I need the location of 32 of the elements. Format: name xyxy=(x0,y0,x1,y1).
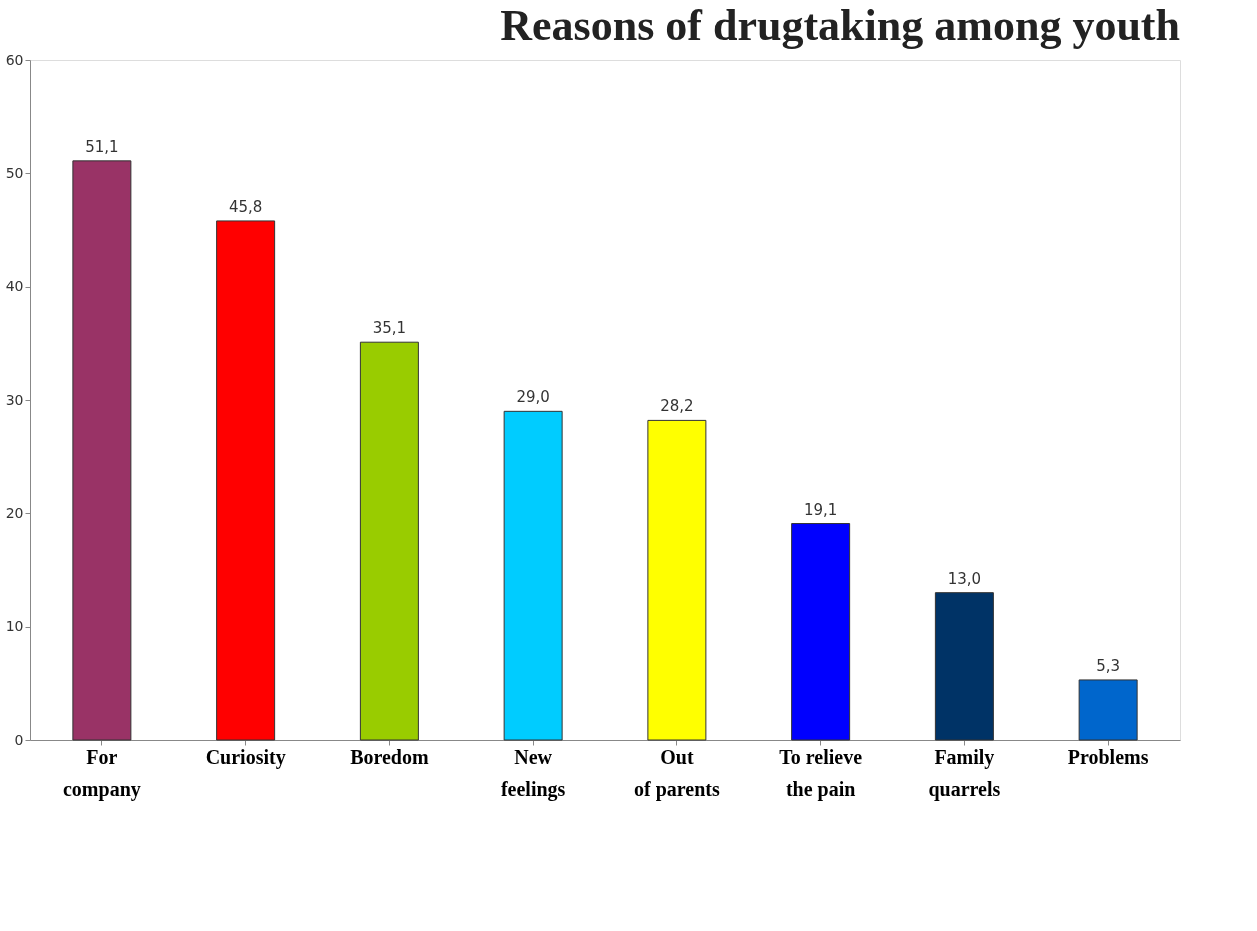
x-tick-label: Family quarrels xyxy=(928,745,1001,801)
data-label: 35,1 xyxy=(372,319,407,338)
x-tick-label: Boredom xyxy=(350,745,429,768)
y-tick-label: 40 xyxy=(5,278,24,295)
x-tick-label: Problems xyxy=(1067,745,1149,768)
data-label: 5,3 xyxy=(1096,656,1121,675)
data-label: 28,2 xyxy=(660,397,694,416)
y-tick-label: 50 xyxy=(5,164,24,181)
y-tick-label: 20 xyxy=(5,504,24,521)
y-tick-label: 0 xyxy=(14,731,24,748)
bar xyxy=(647,419,707,741)
data-label: 51,1 xyxy=(85,137,119,156)
bar xyxy=(791,523,851,741)
x-tick-label: Curiosity xyxy=(205,745,286,769)
data-label: 45,8 xyxy=(228,197,263,216)
x-tick-label: Out of parents xyxy=(634,745,720,801)
bar xyxy=(503,410,563,741)
bar xyxy=(934,592,994,741)
bar xyxy=(72,160,132,741)
y-tick-label: 60 xyxy=(5,51,24,68)
data-label: 29,0 xyxy=(516,388,550,407)
bar xyxy=(359,341,419,741)
x-tick-label: For company xyxy=(62,745,141,801)
bar xyxy=(216,220,276,741)
bar xyxy=(1078,679,1138,741)
y-tick-label: 30 xyxy=(5,391,24,408)
x-tick-label: To relieve the pain xyxy=(779,745,863,801)
y-tick-label: 10 xyxy=(5,618,24,635)
x-tick-label: New feelings xyxy=(500,745,566,801)
data-label: 13,0 xyxy=(947,569,982,588)
data-label: 19,1 xyxy=(803,500,838,519)
chart-title: Reasons of drugtaking among youth xyxy=(500,1,1180,50)
